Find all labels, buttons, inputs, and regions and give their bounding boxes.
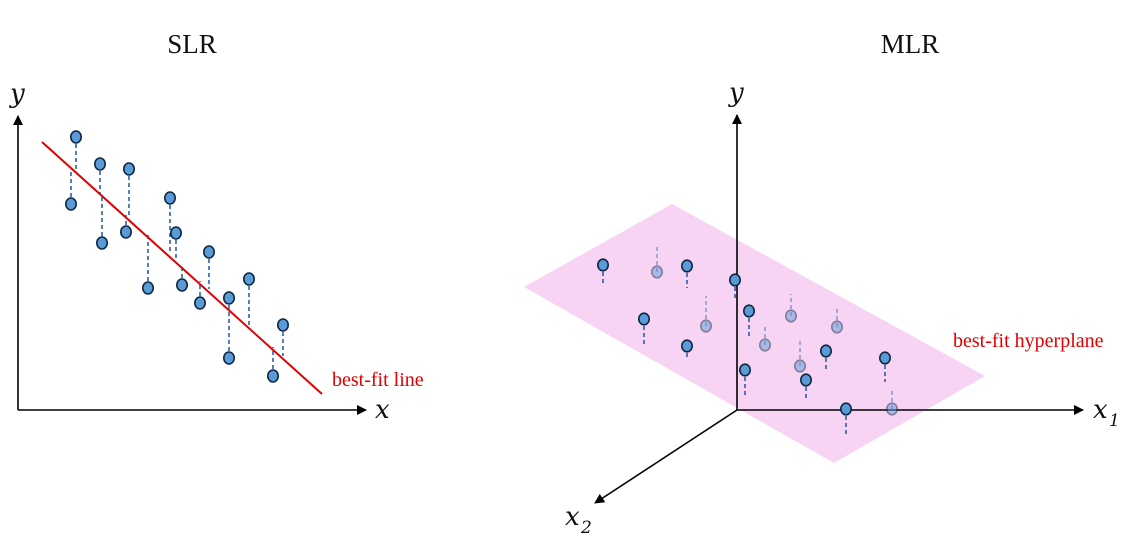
data-point-behind-plane: [758, 338, 771, 352]
mlr-x2-label-sub: 2: [580, 518, 592, 538]
data-point: [176, 278, 189, 292]
data-point: [203, 245, 216, 259]
mlr-x1-axis-label: x 1: [1093, 395, 1120, 431]
best-fit-hyperplane: [524, 204, 985, 463]
data-point: [123, 162, 136, 176]
slr-x-axis-label: x: [375, 395, 390, 425]
mlr-title: MLR: [881, 29, 940, 59]
mlr-x2-axis-label: x 2: [565, 502, 592, 538]
data-point: [596, 258, 609, 272]
data-point-behind-plane: [885, 402, 898, 416]
data-point: [276, 318, 289, 332]
data-point: [223, 351, 236, 365]
mlr-x2-axis: [594, 409, 738, 504]
data-point-behind-plane: [650, 265, 663, 279]
data-point-behind-plane: [830, 320, 843, 334]
data-point: [728, 273, 741, 287]
data-point-behind-plane: [784, 309, 797, 323]
data-point-behind-plane: [699, 319, 712, 333]
mlr-x1-label-sub: 1: [1109, 411, 1120, 431]
mlr-points: [596, 258, 898, 416]
data-point: [878, 351, 891, 365]
data-point: [223, 291, 236, 305]
mlr-y-axis-label: y: [728, 78, 744, 108]
data-point: [120, 225, 133, 239]
data-point: [680, 339, 693, 353]
data-point: [94, 157, 107, 171]
data-point-behind-plane: [793, 359, 806, 373]
data-point: [142, 281, 155, 295]
data-point: [839, 402, 852, 416]
data-point: [243, 272, 256, 286]
slr-panel: SLR y x best-fit line: [9, 29, 424, 425]
data-point: [738, 363, 751, 377]
data-point: [70, 130, 83, 144]
data-point: [742, 304, 755, 318]
best-fit-hyperplane-label: best-fit hyperplane: [953, 330, 1104, 352]
mlr-panel: MLR y x 1 x 2 best-fit hyperplane: [524, 29, 1120, 538]
data-point: [170, 226, 183, 240]
data-point: [637, 312, 650, 326]
slr-y-axis-label: y: [9, 79, 25, 109]
data-point: [799, 373, 812, 387]
data-point: [164, 191, 177, 205]
best-fit-line: [41, 141, 323, 395]
slr-points: [65, 130, 289, 383]
best-fit-line-label: best-fit line: [332, 369, 424, 391]
slr-residual-lines: [70, 137, 284, 376]
data-point: [96, 236, 109, 250]
data-point: [266, 369, 279, 383]
mlr-x1-label-main: x: [1093, 395, 1108, 425]
data-point: [680, 259, 693, 273]
data-point: [65, 197, 78, 211]
data-point: [819, 344, 832, 358]
data-point: [194, 296, 207, 310]
mlr-x2-label-main: x: [565, 502, 580, 532]
slr-title: SLR: [167, 29, 217, 59]
